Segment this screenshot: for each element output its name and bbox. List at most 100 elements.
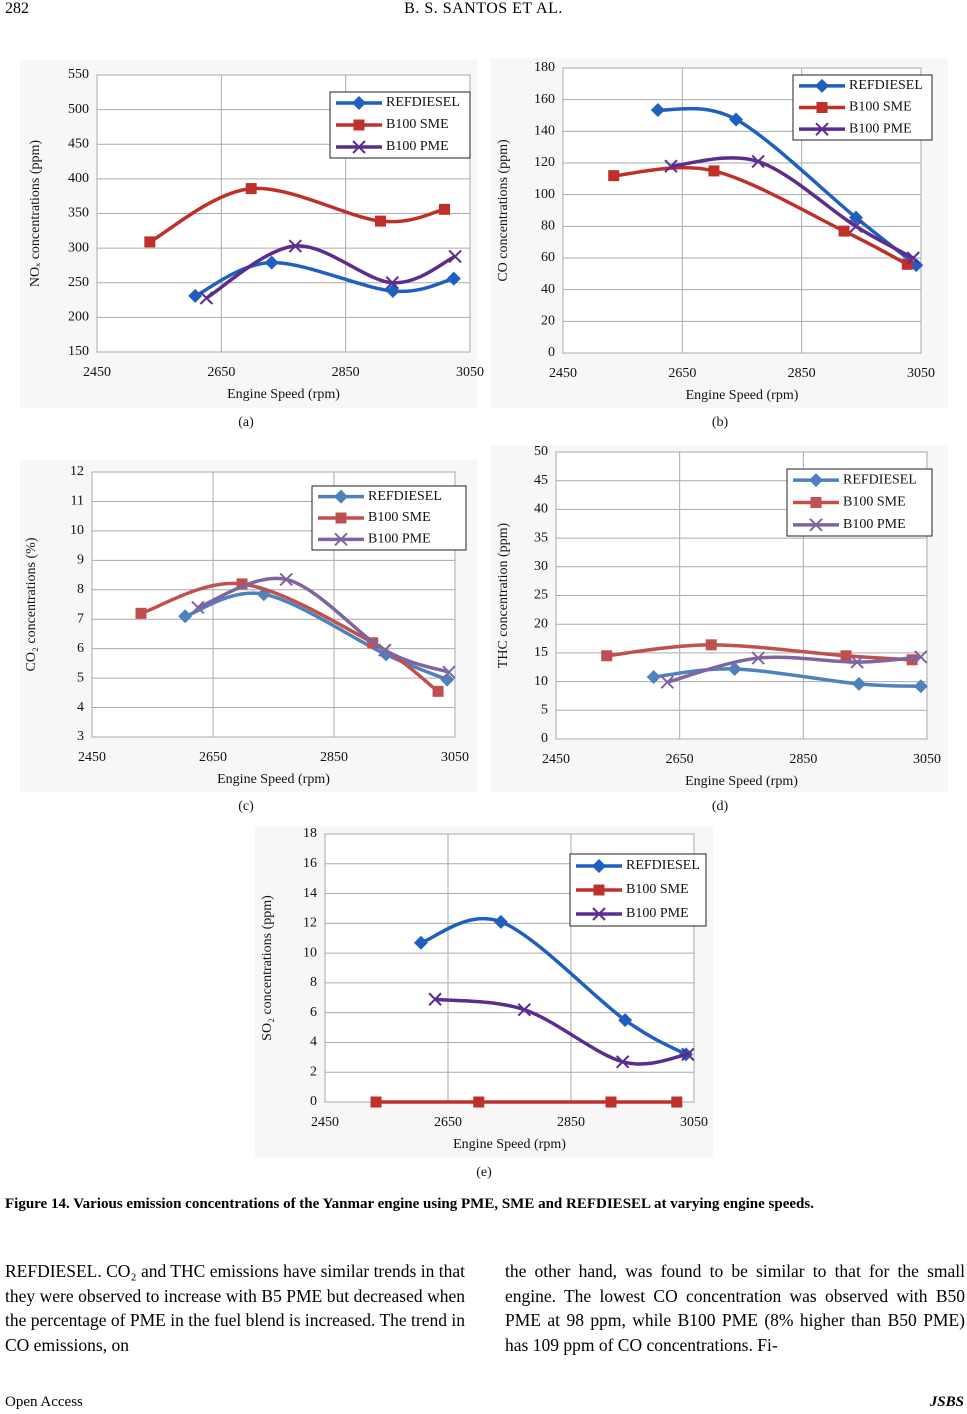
y-tick-label: 40 [534,502,548,517]
series-line [205,244,456,300]
marker [144,236,156,248]
y-tick-label: 16 [303,856,317,871]
y-tick-label: 0 [310,1094,317,1109]
y-tick-label: 20 [534,616,548,631]
panel-label: (d) [712,799,729,814]
marker [245,183,257,195]
marker [288,239,303,253]
marker [593,884,605,896]
y-tick-label: 450 [68,136,89,151]
marker [592,907,606,921]
marker [352,96,366,110]
y-tick-label: 160 [534,92,555,107]
y-tick-label: 250 [68,275,89,290]
legend-label: B100 PME [849,121,912,136]
y-tick-label: 140 [534,124,555,139]
marker [601,650,613,662]
x-tick-label: 2850 [557,1115,585,1130]
y-tick-label: 500 [68,102,89,117]
y-tick-label: 9 [77,553,84,568]
y-tick-label: 18 [303,826,317,841]
running-head: B. S. SANTOS ET AL. [404,0,563,17]
marker [188,288,203,303]
y-tick-label: 15 [534,645,548,660]
marker [353,119,365,131]
marker [751,651,765,665]
marker [135,607,147,619]
x-tick-label: 2450 [78,750,106,765]
marker [660,675,675,689]
legend-label: REFDIESEL [368,489,442,504]
marker [440,672,455,687]
y-axis-title: THC concentration (ppm) [496,522,511,668]
x-tick-label: 2650 [668,366,696,381]
y-tick-label: 0 [541,731,548,746]
y-tick-label: 120 [534,155,555,170]
marker [913,679,928,694]
marker [914,650,928,664]
y-tick-label: 30 [534,559,548,574]
marker [646,670,661,685]
y-axis-title: CO₂ concentrations (%) [24,537,39,671]
y-tick-label: 60 [541,250,555,265]
legend-label: B100 SME [626,882,689,897]
x-tick-label: 2450 [549,366,577,381]
y-tick-label: 150 [68,344,89,359]
marker [264,255,279,270]
y-tick-label: 6 [310,1005,317,1020]
marker [727,661,742,676]
x-tick-label: 2850 [789,752,817,767]
marker [664,159,678,173]
y-tick-label: 40 [541,282,555,297]
marker [335,512,347,524]
legend-label: REFDIESEL [626,858,700,873]
y-tick-label: 12 [303,916,317,931]
series-line [148,186,445,244]
body-text: the other hand, was found to be similar … [505,1261,965,1355]
y-tick-label: 6 [77,641,84,656]
y-tick-label: 550 [68,67,89,82]
marker [199,291,214,305]
y-tick-label: 350 [68,206,89,221]
y-tick-label: 25 [534,588,548,603]
x-tick-label: 2450 [542,752,570,767]
panel-label: (e) [476,1165,492,1180]
y-tick-label: 0 [548,345,555,360]
series-line [670,156,915,260]
marker [191,600,205,615]
series-line [613,165,909,266]
y-tick-label: 5 [77,670,84,685]
y-tick-label: 100 [534,187,555,202]
legend-label: REFDIESEL [843,472,917,487]
x-axis-title: Engine Speed (rpm) [227,387,340,402]
marker [446,271,461,286]
marker [708,165,720,177]
series-line [434,997,689,1066]
series-line [666,655,921,684]
series-line [653,667,921,688]
x-tick-label: 3050 [441,750,469,765]
marker [428,992,442,1006]
y-tick-label: 300 [68,240,89,255]
marker [901,258,913,270]
y-tick-label: 400 [68,171,89,186]
legend-label: B100 PME [626,906,689,921]
y-tick-label: 11 [71,494,84,509]
x-tick-label: 3050 [456,365,484,380]
marker [851,676,866,691]
y-tick-label: 180 [534,60,555,75]
marker [592,859,606,873]
legend-label: B100 SME [368,510,431,525]
series-line [194,260,455,298]
marker [810,497,822,508]
y-axis-title: CO concentrations (ppm) [496,139,511,282]
marker [378,643,392,657]
series-line [606,643,913,662]
x-axis-title: Engine Speed (rpm) [686,388,799,403]
marker [849,219,863,234]
x-axis-title: Engine Speed (rpm) [685,774,798,789]
marker [413,935,428,950]
x-tick-label: 2650 [666,752,694,767]
marker [671,1096,683,1108]
